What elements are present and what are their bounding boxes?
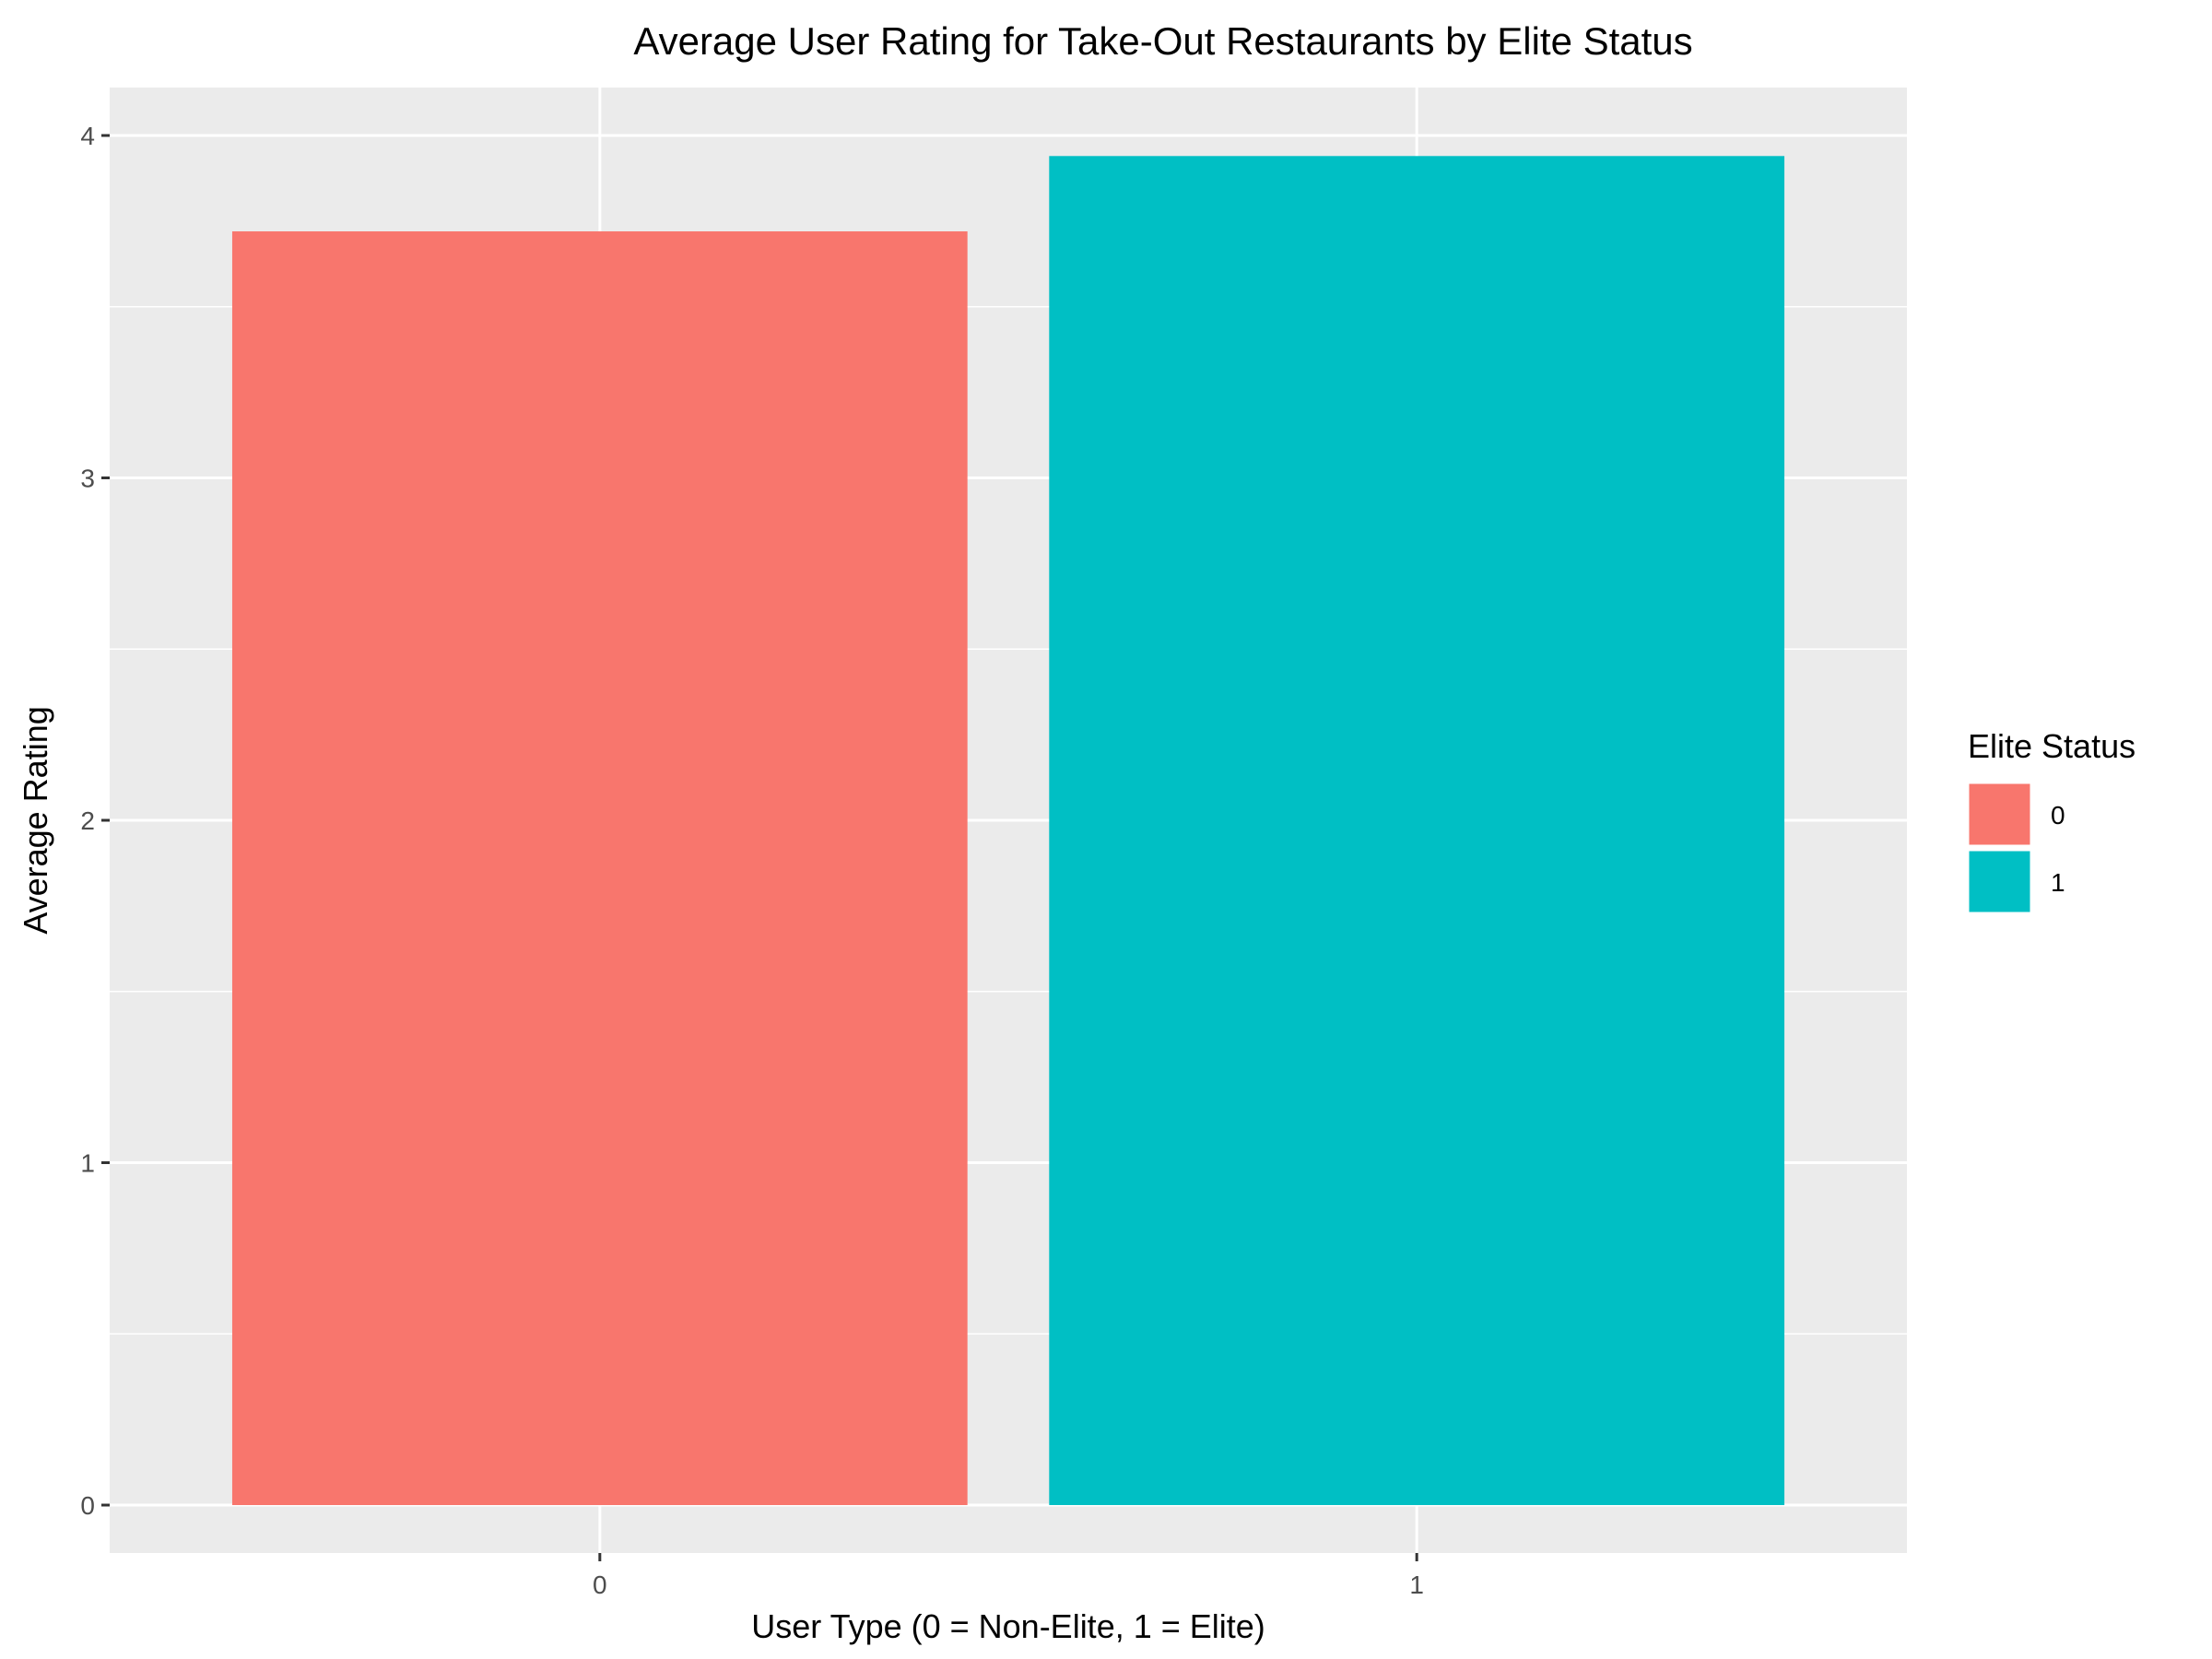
legend-label-0: 0: [2051, 801, 2065, 830]
legend-swatch-0: [1966, 781, 2033, 848]
bars: [231, 156, 1785, 1505]
y-tick-label: 4: [80, 122, 95, 150]
y-axis-title: Average Rating: [17, 706, 54, 935]
x-tick-label: 0: [593, 1571, 607, 1599]
legend-title: Elite Status: [1968, 727, 2136, 765]
x-axis-title: User Type (0 = Non-Elite, 1 = Elite): [751, 1607, 1265, 1645]
y-tick-label: 2: [80, 806, 95, 835]
y-tick-label: 0: [80, 1491, 95, 1520]
y-axis-ticks: 0 1 2 3 4: [80, 122, 110, 1520]
y-tick-label: 3: [80, 465, 95, 493]
legend: Elite Status 01: [1966, 727, 2136, 915]
legend-entries: 01: [1966, 781, 2065, 915]
bar-1: [1049, 156, 1785, 1505]
x-tick-label: 1: [1409, 1571, 1424, 1599]
chart-title: Average User Rating for Take-Out Restaur…: [633, 19, 1692, 63]
y-tick-label: 1: [80, 1148, 95, 1177]
bar-0: [231, 231, 968, 1505]
legend-label-1: 1: [2051, 868, 2065, 897]
legend-swatch-1: [1966, 848, 2033, 915]
